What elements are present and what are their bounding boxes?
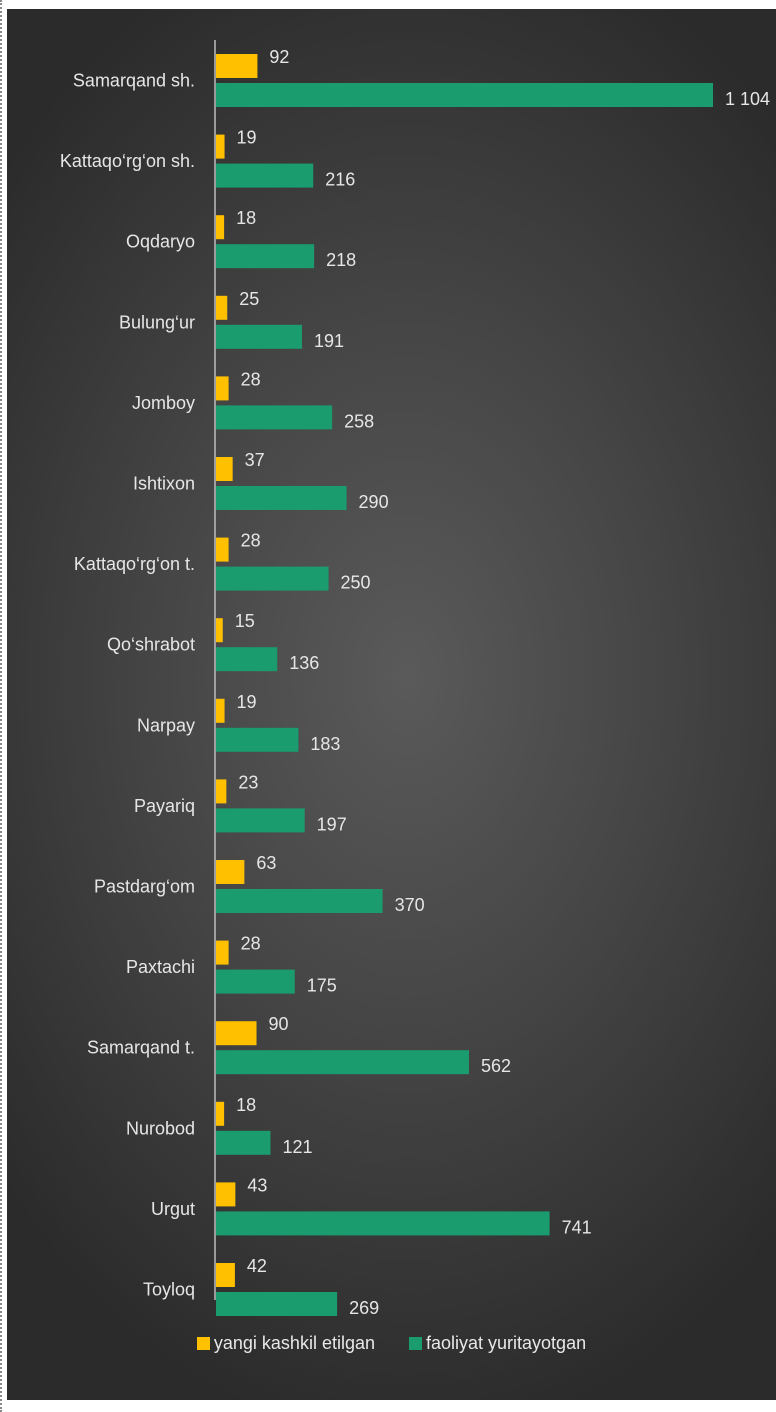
bar-faoliyat-yuritayotgan [216, 808, 305, 833]
category-label: Ishtixon [133, 474, 195, 494]
data-label: 136 [289, 653, 319, 673]
data-label: 28 [241, 934, 261, 954]
data-label: 121 [282, 1137, 312, 1157]
bar-faoliyat-yuritayotgan [216, 566, 329, 591]
data-label: 269 [349, 1298, 379, 1318]
bar-yangi-kashkil-etilgan [216, 1021, 257, 1046]
bar-yangi-kashkil-etilgan [216, 134, 225, 159]
bar-faoliyat-yuritayotgan [216, 1211, 550, 1236]
legend-swatch-green [409, 1336, 422, 1350]
data-label: 216 [325, 170, 355, 190]
bar-faoliyat-yuritayotgan [216, 163, 314, 188]
data-label: 250 [341, 573, 371, 593]
legend-item-series-2: faoliyat yuritayotgan [409, 1333, 586, 1354]
bar-yangi-kashkil-etilgan [216, 860, 245, 884]
category-label: Bulung‘ur [119, 312, 195, 332]
bar-yangi-kashkil-etilgan [216, 618, 223, 643]
category-label: Oqdaryo [126, 232, 195, 252]
data-label: 25 [239, 289, 259, 309]
category-label: Narpay [137, 715, 195, 735]
category-label: Qo‘shrabot [107, 635, 195, 655]
bar-yangi-kashkil-etilgan [216, 1101, 225, 1126]
legend: yangi kashkil etilgan faoliyat yuritayot… [7, 1328, 776, 1358]
data-label: 183 [310, 734, 340, 754]
bar-yangi-kashkil-etilgan [216, 54, 258, 78]
data-label: 18 [236, 208, 256, 228]
data-label: 191 [314, 331, 344, 351]
category-label: Nurobod [126, 1118, 195, 1138]
legend-swatch-yellow [196, 1336, 210, 1350]
data-label: 43 [247, 1175, 267, 1195]
data-label: 19 [237, 692, 257, 712]
data-label: 741 [562, 1217, 592, 1237]
bar-yangi-kashkil-etilgan [216, 376, 229, 401]
bar-faoliyat-yuritayotgan [216, 405, 333, 430]
bar-yangi-kashkil-etilgan [216, 698, 225, 723]
category-label: Samarqand t. [87, 1038, 195, 1058]
data-label: 18 [236, 1095, 256, 1115]
bar-yangi-kashkil-etilgan [216, 779, 227, 804]
bar-faoliyat-yuritayotgan [216, 1292, 338, 1316]
bar-faoliyat-yuritayotgan [216, 324, 302, 349]
bar-faoliyat-yuritayotgan [216, 1050, 470, 1075]
category-label: Payariq [134, 796, 195, 816]
data-label: 15 [235, 611, 255, 631]
bar-faoliyat-yuritayotgan [216, 244, 315, 269]
data-label: 37 [245, 450, 265, 470]
data-label: 23 [238, 772, 258, 792]
category-label: Kattaqo‘rg‘on sh. [60, 151, 195, 171]
data-label: 258 [344, 411, 374, 431]
data-label: 42 [247, 1256, 267, 1276]
data-label: 28 [241, 531, 261, 551]
legend-label: yangi kashkil etilgan [213, 1332, 375, 1353]
data-label: 63 [256, 853, 276, 873]
data-label: 1 104 [725, 89, 770, 109]
bar-yangi-kashkil-etilgan [216, 940, 229, 965]
category-label: Kattaqo‘rg‘on t. [74, 554, 195, 574]
bar-faoliyat-yuritayotgan [216, 1130, 271, 1155]
bar-faoliyat-yuritayotgan [216, 83, 713, 107]
category-label: Urgut [151, 1199, 195, 1219]
bar-yangi-kashkil-etilgan [216, 1263, 235, 1287]
category-label: Toyloq [143, 1280, 195, 1300]
legend-item-series-1: yangi kashkil etilgan [196, 1332, 375, 1354]
category-label: Jomboy [132, 393, 195, 413]
data-label: 175 [307, 976, 337, 996]
bar-faoliyat-yuritayotgan [216, 727, 299, 752]
data-label: 218 [326, 250, 356, 270]
data-label: 197 [317, 814, 347, 834]
bar-faoliyat-yuritayotgan [216, 486, 347, 510]
bar-yangi-kashkil-etilgan [216, 537, 229, 562]
data-label: 90 [269, 1014, 289, 1034]
category-label: Paxtachi [126, 957, 195, 977]
bar-yangi-kashkil-etilgan [216, 215, 225, 240]
bar-yangi-kashkil-etilgan [216, 457, 233, 481]
legend-label: faoliyat yuritayotgan [426, 1332, 587, 1353]
data-label: 562 [481, 1056, 511, 1076]
bar-yangi-kashkil-etilgan [216, 295, 228, 320]
bar-faoliyat-yuritayotgan [216, 969, 295, 994]
data-label: 290 [359, 492, 389, 512]
bar-faoliyat-yuritayotgan [216, 647, 278, 672]
data-label: 370 [395, 895, 425, 915]
category-label: Samarqand sh. [73, 71, 195, 91]
data-label: 19 [237, 128, 257, 148]
category-labels: Samarqand sh. Kattaqo‘rg‘on sh. Oqdaryo Bul… [60, 71, 195, 1300]
data-label: 28 [241, 369, 261, 389]
bar-yangi-kashkil-etilgan [216, 1182, 236, 1207]
data-label: 92 [269, 47, 289, 67]
category-label: Pastdarg‘om [94, 877, 195, 897]
chart-background [7, 9, 776, 1400]
bars: 92 1 104 19 216 18 218 25 191 28 258 37 290 28 250 15 1… [216, 47, 770, 1318]
bar-faoliyat-yuritayotgan [216, 889, 383, 913]
